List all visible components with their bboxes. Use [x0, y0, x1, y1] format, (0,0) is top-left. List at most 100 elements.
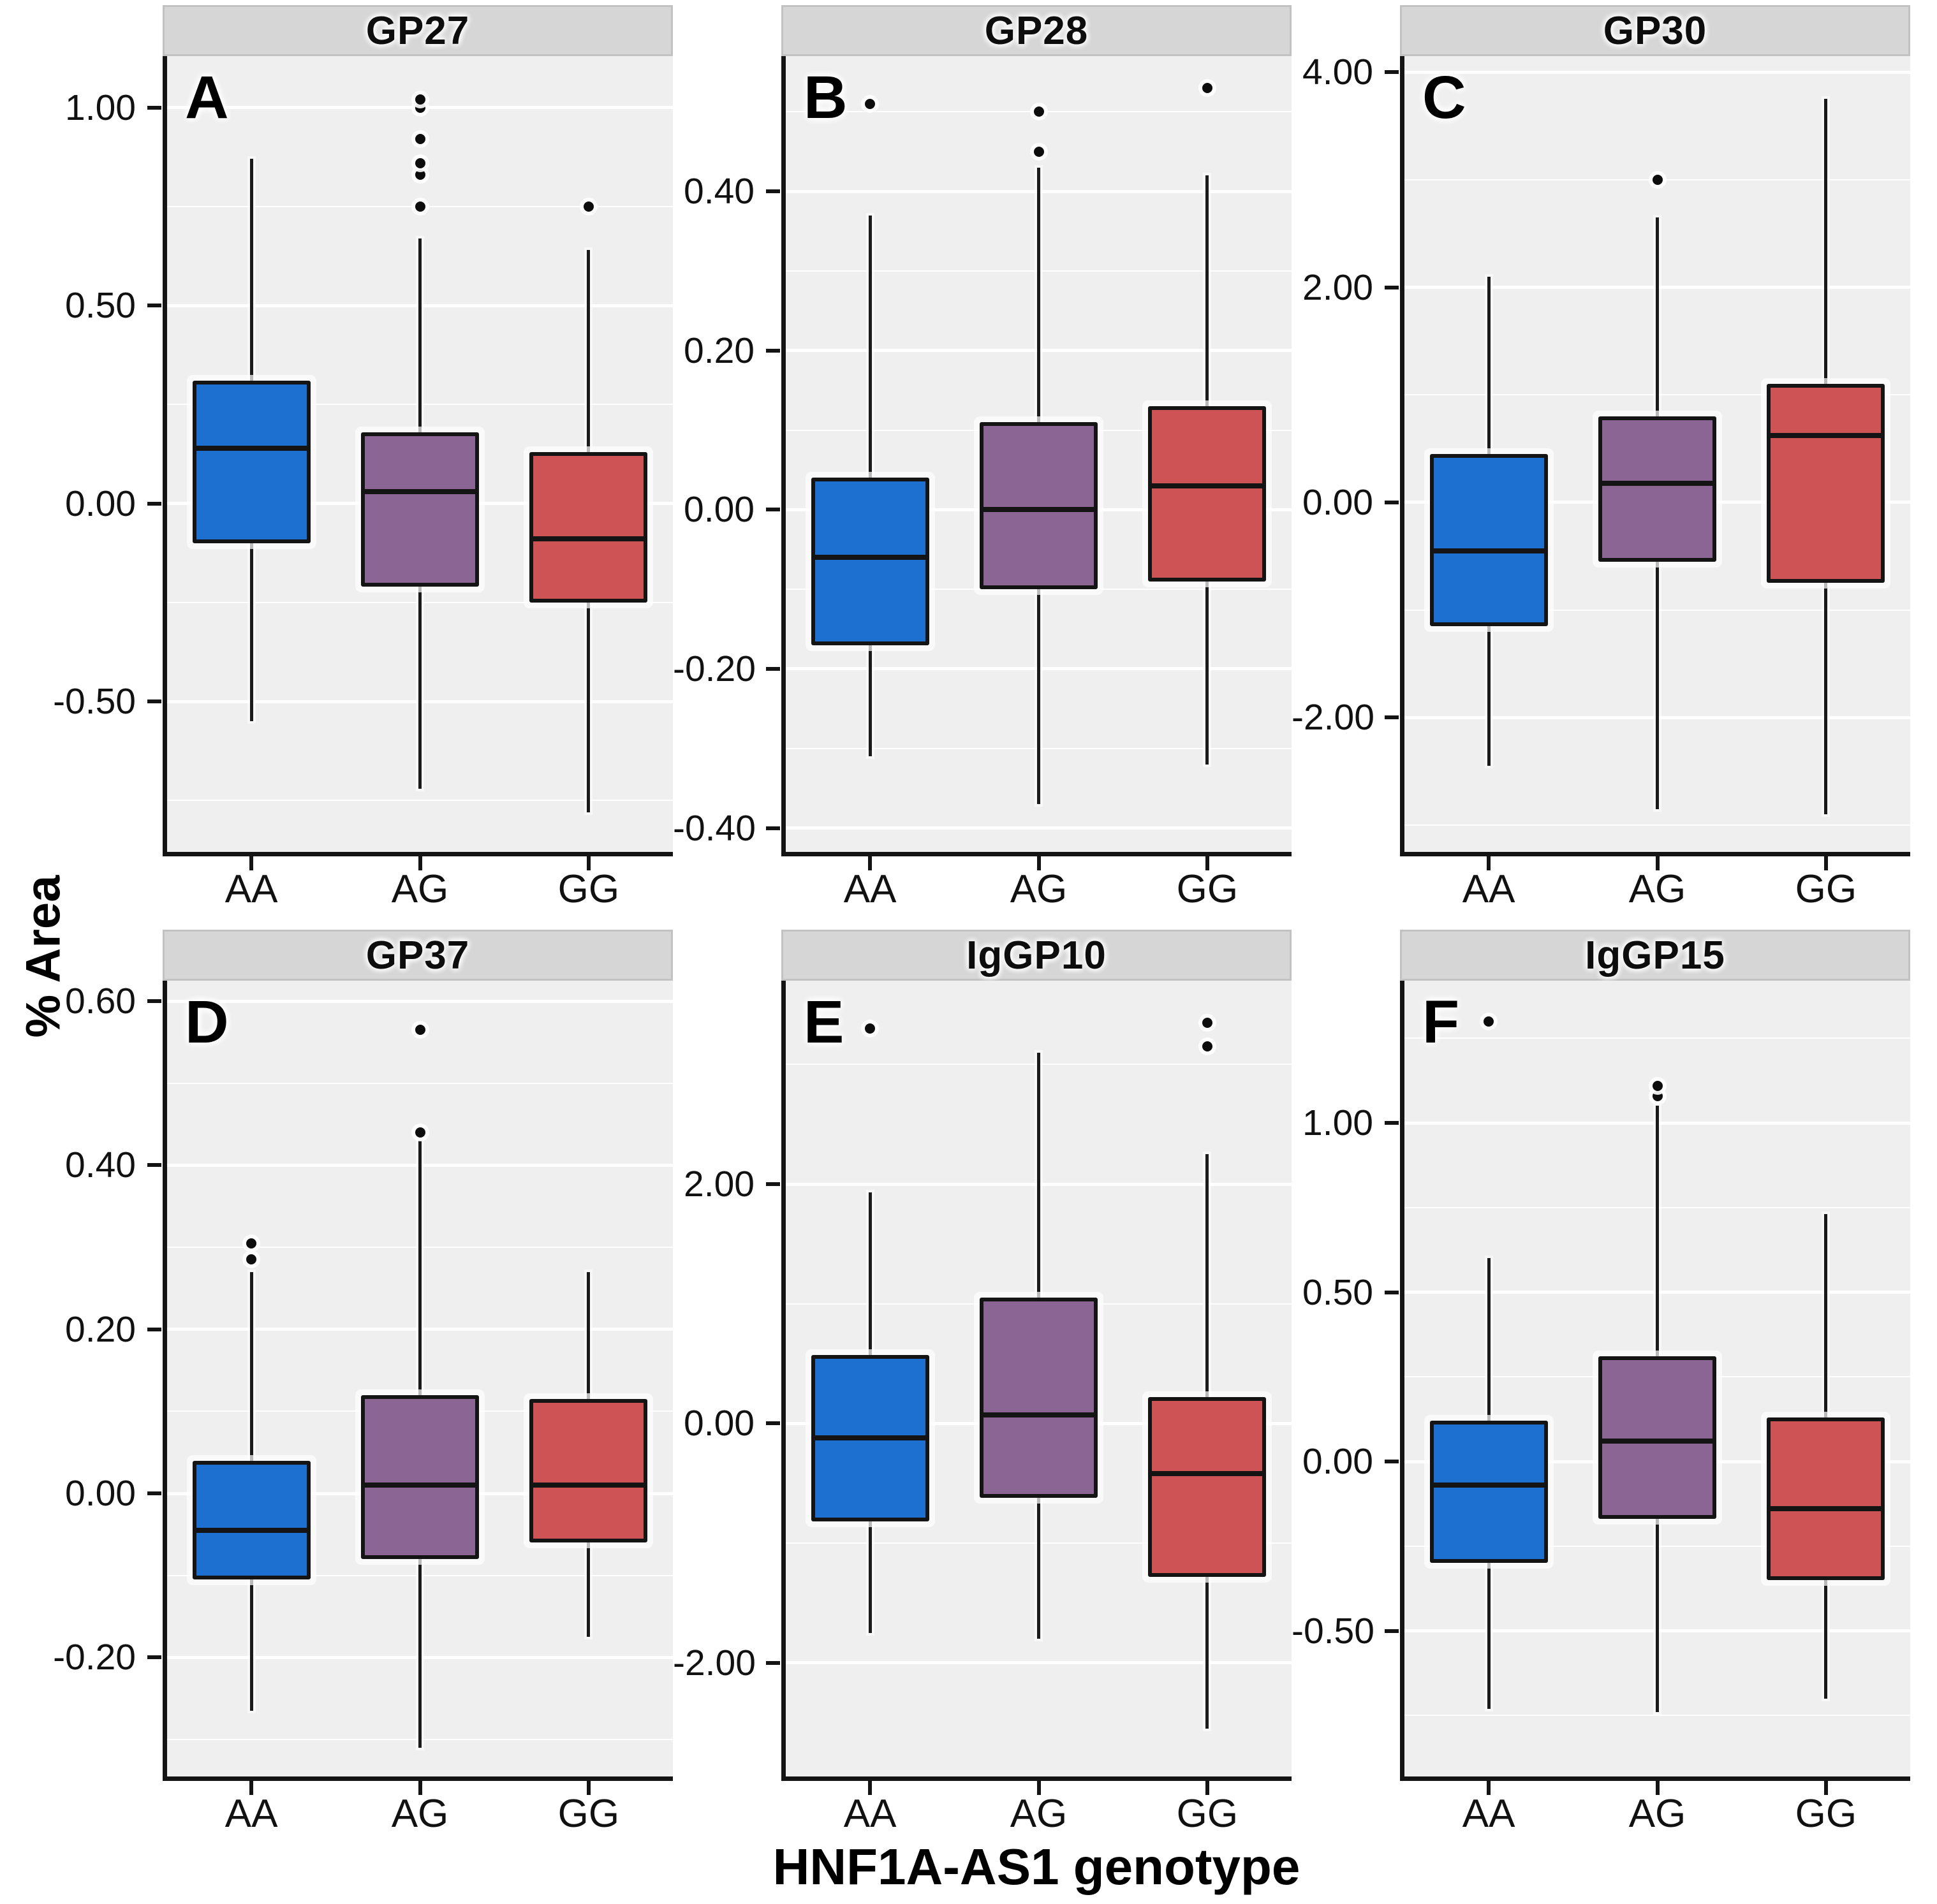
- y-tick-mark: [147, 304, 161, 308]
- y-tick-label: 4.00: [1302, 52, 1373, 93]
- plot-area-GP30: C: [1400, 56, 1910, 856]
- x-tick-mark: [1487, 856, 1491, 870]
- category-label-AA: AA: [225, 867, 278, 911]
- y-tick-mark: [1385, 1629, 1399, 1633]
- major-gridline: [1404, 70, 1910, 74]
- plot-area-IgGP10: E: [781, 981, 1292, 1781]
- box-AA: [811, 478, 929, 645]
- box-AA: [192, 1460, 311, 1580]
- y-tick-mark: [147, 1491, 161, 1496]
- facet-strip: IgGP10: [781, 930, 1292, 981]
- box-GG: [529, 451, 648, 603]
- y-tick-label: 0.00: [65, 483, 136, 524]
- outlier-point: [415, 170, 425, 180]
- x-tick-mark: [1205, 1781, 1209, 1795]
- y-tick-label: 2.00: [684, 1164, 755, 1205]
- x-axis-title: HNF1A-AS1 genotype: [772, 1838, 1300, 1895]
- outlier-point: [415, 157, 425, 168]
- median-AG: [1602, 1439, 1712, 1444]
- panel-GP30: GP30 C AA AG GG 4.00 2.00 0.00 -2.00: [1292, 5, 1910, 911]
- y-tick-mark: [766, 826, 780, 830]
- y-tick-mark: [1385, 1121, 1399, 1125]
- outlier-point: [583, 201, 594, 212]
- y-tick-label: 0.00: [684, 1403, 755, 1444]
- outlier-point: [1202, 1041, 1212, 1052]
- category-label-AG: AG: [391, 867, 449, 911]
- box-AG: [1598, 416, 1716, 562]
- y-tick-label: 1.00: [65, 87, 136, 128]
- median-AG: [983, 507, 1094, 513]
- outlier-point: [1033, 146, 1044, 157]
- outlier-point: [415, 94, 425, 105]
- median-AA: [196, 1528, 307, 1534]
- outlier-point: [1652, 174, 1663, 185]
- category-label-AG: AG: [391, 1792, 449, 1836]
- y-tick-mark: [147, 1163, 161, 1168]
- category-label-AA: AA: [843, 867, 897, 911]
- panel-GP37: GP37 D AA AG GG 0.60 0.40 0.20 0.00 -0.20: [0, 930, 673, 1836]
- outlier-point: [415, 1127, 425, 1138]
- x-tick-mark: [1823, 856, 1828, 870]
- y-tick-label: -2.00: [1292, 697, 1374, 738]
- panel-IgGP15: IgGP15 F AA AG GG 1.00 0.50 0.00 -0.50: [1292, 930, 1910, 1836]
- y-tick-mark: [147, 105, 161, 110]
- y-tick-mark: [766, 1182, 780, 1187]
- y-tick-label: -2.00: [673, 1642, 756, 1683]
- box-GG: [1767, 384, 1885, 583]
- panel-IgGP10: IgGP10 E AA AG GG 2.00 0.00 -2.00: [673, 930, 1292, 1836]
- panel-letter-A: A: [185, 64, 229, 131]
- minor-gridline: [1404, 1715, 1910, 1717]
- y-tick-label: -0.20: [673, 648, 756, 689]
- category-label-AA: AA: [1462, 867, 1515, 911]
- y-tick-label: 0.50: [1302, 1271, 1373, 1313]
- median-AA: [814, 1435, 925, 1440]
- y-tick-label: 0.00: [684, 489, 755, 531]
- outlier-point: [1202, 82, 1212, 93]
- y-tick-mark: [147, 1327, 161, 1331]
- facet-strip: GP27: [163, 5, 673, 56]
- outlier-point: [415, 1025, 425, 1036]
- outlier-point: [1202, 1017, 1212, 1028]
- y-tick-mark: [766, 508, 780, 512]
- y-tick-mark: [147, 501, 161, 506]
- x-tick-mark: [249, 856, 254, 870]
- y-tick-label: 0.40: [684, 171, 755, 212]
- panel-letter-B: B: [804, 64, 848, 131]
- facet-strip: GP37: [163, 930, 673, 981]
- panel-row: GP27 A AA AG GG 1.00 0.50 0.00 -0.50 GP28 B AA AG GG 0…: [0, 5, 1910, 911]
- median-AG: [1602, 480, 1712, 486]
- y-tick-label: -0.40: [673, 807, 756, 849]
- outlier-point: [415, 102, 425, 113]
- panel-letter-C: C: [1422, 64, 1466, 131]
- y-tick-label: 0.00: [1302, 1441, 1373, 1483]
- box-AA: [192, 381, 311, 543]
- median-GG: [1152, 483, 1263, 488]
- x-tick-mark: [418, 1781, 422, 1795]
- panel-letter-F: F: [1422, 988, 1460, 1056]
- plot-area-GP28: B: [781, 56, 1292, 856]
- major-gridline: [786, 826, 1292, 830]
- y-tick-label: 2.00: [1302, 267, 1373, 308]
- median-GG: [1771, 1506, 1882, 1512]
- category-label-AG: AG: [1010, 1792, 1068, 1836]
- box-GG: [1148, 1397, 1267, 1577]
- outlier-point: [1033, 106, 1044, 117]
- facet-strip: IgGP15: [1400, 930, 1910, 981]
- y-tick-mark: [766, 348, 780, 353]
- y-tick-label: -0.50: [1292, 1610, 1374, 1651]
- y-tick-mark: [1385, 1460, 1399, 1464]
- median-AA: [196, 445, 307, 451]
- y-tick-label: 0.00: [65, 1473, 136, 1514]
- category-label-AG: AG: [1628, 1792, 1686, 1836]
- category-label-GG: GG: [1176, 867, 1239, 911]
- outlier-point: [246, 1238, 257, 1249]
- x-tick-mark: [1487, 1781, 1491, 1795]
- panel-row: GP37 D AA AG GG 0.60 0.40 0.20 0.00 -0.20 IgGP10 E A…: [0, 930, 1910, 1836]
- facet-title: GP27: [365, 8, 470, 53]
- y-tick-label: 0.00: [1302, 481, 1373, 523]
- box-AG: [1598, 1356, 1716, 1520]
- y-tick-mark: [1385, 70, 1399, 75]
- box-GG: [1148, 406, 1267, 582]
- x-tick-mark: [868, 1781, 873, 1795]
- median-AA: [1433, 1483, 1544, 1488]
